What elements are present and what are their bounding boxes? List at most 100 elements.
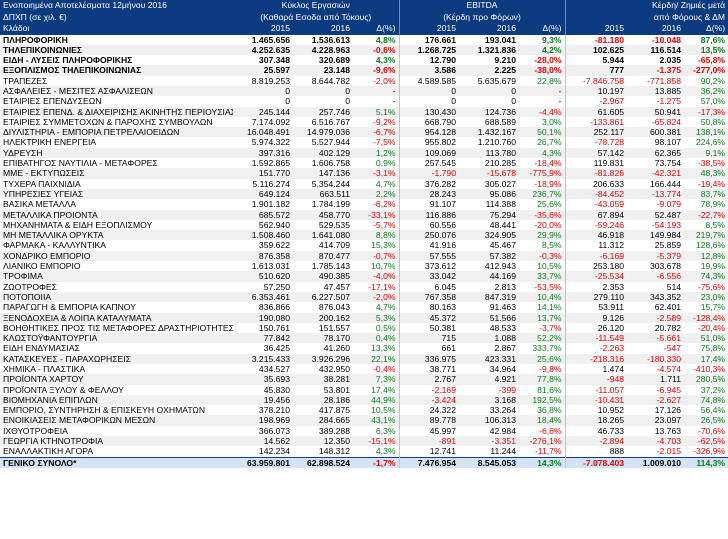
profit-delta-cell: 15,7% <box>700 302 726 313</box>
profit-2016-cell: 116.514 <box>627 44 685 56</box>
ebitda-2016-cell: 305.027 <box>484 178 516 189</box>
revenue-2016-cell: 151.557 <box>318 322 350 333</box>
revenue-2015-cell: 151.770 <box>233 168 293 179</box>
revenue-2016-header: 2016 <box>293 23 353 35</box>
ebitda-2016-cell: 2.867 <box>494 343 516 354</box>
ebitda-2015-cell: 91.107 <box>429 199 456 210</box>
profit-delta-cell: 138,1% <box>684 127 728 138</box>
table-row: ΖΩΟΤΡΟΦΕΣ 57.250 47.457 -17,1% 6.045 2.813 -53… <box>0 281 728 292</box>
revenue-2015-cell: 562.940 <box>258 219 290 230</box>
revenue-2016-cell: 870.477 <box>293 250 353 262</box>
revenue-2015-cell: 434.527 <box>258 364 290 374</box>
ebitda-2015-cell: 715 <box>399 333 459 344</box>
ebitda-2015-cell: 116.886 <box>399 209 459 220</box>
ebitda-2015-cell: 954.128 <box>399 127 459 138</box>
profit-2016-cell: -547 <box>663 343 682 354</box>
profit-delta-cell: 78,9% <box>700 199 726 210</box>
revenue-delta-cell: -33,1% <box>353 209 400 220</box>
ebitda-delta-cell: 52,2% <box>519 333 566 344</box>
profit-delta-cell: 12,8% <box>684 250 728 262</box>
ebitda-2015-cell: 2.767 <box>399 374 459 385</box>
revenue-delta-cell: -0,4% <box>353 364 400 375</box>
profit-2016-cell: 13.885 <box>627 85 685 97</box>
revenue-2016-cell: 53.801 <box>323 384 350 395</box>
group-revenue-title: Κύκλος Εργασιών <box>233 0 400 12</box>
profit-2016-cell: 20.782 <box>654 322 682 333</box>
profit-delta-cell: -128,4% <box>684 312 728 323</box>
sector-name: ΦΑΡΜΑΚΑ - ΚΑΛΛΥΝΤΙΚΑ <box>3 240 106 251</box>
table-row: ΤΗΛΕΠΙΚΟΙΝΩΝΙΕΣ 4.252.635 4.228.963 -0,6% 1.… <box>0 44 728 56</box>
profit-delta-header: Δ(%) <box>684 23 728 35</box>
ebitda-delta-cell: -4,4% <box>519 106 566 117</box>
sector-name: ΒΑΣΙΚΑ ΜΕΤΑΛΛΑ <box>3 199 76 210</box>
profit-delta-cell: 23,0% <box>684 291 728 303</box>
profit-delta-cell: -65,8% <box>697 55 726 66</box>
revenue-delta-cell: -1,7% <box>353 456 400 468</box>
profit-2015-cell: 119.831 <box>593 158 625 169</box>
sector-name: ΕΤΑΙΡΙΕΣ ΕΠΕΝΔΥΣΕΩΝ <box>3 96 102 107</box>
ebitda-2015-cell: 12.741 <box>429 446 456 457</box>
profit-2016-cell: 62.365 <box>627 147 685 159</box>
profit-delta-cell: 48,3% <box>684 168 728 179</box>
ebitda-delta-cell: -11,7% <box>519 446 566 458</box>
profit-delta-cell: 280,5% <box>684 374 728 385</box>
revenue-2016-cell: 8.644.782 <box>311 75 350 86</box>
profit-2016-cell: -6.945 <box>656 384 682 395</box>
revenue-2016-cell: 147.136 <box>293 168 353 179</box>
revenue-2016-cell: 257.746 <box>293 106 353 117</box>
table-row: ΕΙΔΗ - ΛΥΣΕΙΣ ΠΛΗΡΟΦΟΡΙΚΗΣ 307.348 320.689… <box>0 55 728 66</box>
table-row: ΓΕΩΡΓΙΑ ΚΤΗΝΟΤΡΟΦΙΑ 14.562 12.350 -15,1% -89… <box>0 436 728 447</box>
sector-name: ΕΝΑΛΛΑΚΤΙΚΗ ΑΓΟΡΑ <box>3 446 94 457</box>
sector-name: ΧΗΜΙΚΑ - ΠΛΑΣΤΙΚΑ <box>3 364 86 374</box>
ebitda-delta-cell: -28,0% <box>519 55 566 66</box>
profit-delta-cell: 114,3% <box>684 456 728 468</box>
table-row: ΔΙΥΛΙΣΤΗΡΙΑ - ΕΜΠΟΡΙΑ ΠΕΤΡΕΛΑΙΟΕΙΔΩΝ 16.0… <box>0 127 728 138</box>
revenue-delta-cell: 6,3% <box>353 425 400 437</box>
revenue-2016-cell: 432.950 <box>318 364 350 374</box>
profit-2015-cell: 5.944 <box>602 55 625 66</box>
revenue-2016-cell: 12.350 <box>293 436 353 447</box>
profit-2016-cell: 514 <box>666 281 682 292</box>
ebitda-2016-cell: 2.225 <box>459 65 519 76</box>
sector-name: ΓΕΝΙΚΟ ΣΥΝΟΛΟ* <box>0 456 233 468</box>
revenue-delta-cell: 43,1% <box>353 415 400 426</box>
profit-delta-cell: 90,2% <box>700 75 726 86</box>
sector-name: ΒΟΗΘΗΤΙΚΕΣ ΠΡΟΣ ΤΙΣ ΜΕΤΑΦΟΡΕΣ ΔΡΑΣΤΗΡΙΟΤ… <box>3 322 233 333</box>
revenue-2015-cell: 685.572 <box>233 209 293 220</box>
profit-2015-cell: 252.117 <box>565 127 628 138</box>
profit-2016-cell: 600.381 <box>627 127 685 138</box>
sector-name: ΥΠΗΡΕΣΙΕΣ ΥΓΕΙΑΣ <box>0 188 233 200</box>
ebitda-delta-cell: 236,7% <box>519 188 566 200</box>
profit-2015-cell: 67.894 <box>565 209 628 220</box>
revenue-delta-cell: -2,0% <box>353 75 400 86</box>
ebitda-delta-cell: 36,8% <box>519 405 566 416</box>
revenue-2015-cell: 3.215.433 <box>233 353 293 364</box>
table-row: ΤΡΟΦΙΜΑ 510.620 490.385 -4,0% 33.042 44.169 33… <box>0 271 728 282</box>
table-row: ΤΡΑΠΕΖΕΣ 8.819.253 8.644.782 -2,0% 4.589.585… <box>0 75 728 86</box>
profit-2015-cell: -948 <box>565 374 628 385</box>
ebitda-2016-cell: 324.905 <box>459 230 519 241</box>
ebitda-delta-cell: 29,9% <box>519 230 566 241</box>
table-row: ΕΤΑΙΡΙΕΣ ΣΥΜΜΕΤΟΧΩΝ & ΠΑΡΟΧΗΣ ΣΥΜΒΟΥΛΩΝ 7… <box>0 116 728 128</box>
profit-2015-cell: -59.246 <box>594 219 625 230</box>
table-row: ΕΜΠΟΡΙΟ, ΣΥΝΤΗΡΗΣΗ & ΕΠΙΣΚΕΥΗ ΟΧΗΜΑΤΩΝ 37… <box>0 405 728 416</box>
profit-2016-cell: 1.711 <box>627 374 685 385</box>
profit-2016-cell: 52.487 <box>627 209 685 220</box>
sector-name: ΠΟΤΟΠΟΙΙΑ <box>0 291 233 303</box>
revenue-delta-cell: 2,2% <box>353 188 400 200</box>
profit-2015-cell: -25.534 <box>565 271 628 282</box>
revenue-2016-cell: 6.227.507 <box>293 291 353 303</box>
ebitda-delta-cell: -20,0% <box>519 219 566 231</box>
ebitda-2015-cell: 7.476.954 <box>399 456 459 468</box>
revenue-2015-cell: 5.116.274 <box>252 178 290 189</box>
profit-2015-cell: 57.142 <box>565 147 628 159</box>
profit-delta-cell: -277,0% <box>684 65 728 76</box>
ebitda-2016-cell: 2.813 <box>494 281 516 292</box>
revenue-delta-cell: 0,4% <box>353 333 400 344</box>
sector-name: ΚΑΤΑΣΚΕΥΕΣ - ΠΑΡΑΧΩΡΗΣΕΙΣ <box>0 353 233 364</box>
revenue-2016-cell: 1.785.143 <box>311 261 350 272</box>
ebitda-delta-cell: 50,1% <box>519 127 566 138</box>
ebitda-delta-cell: -775,9% <box>519 168 566 179</box>
table-row: ΜΕΤΑΛΛΙΚΑ ΠΡΟΙΟΝΤΑ 685.572 458.770 -33,1% 11… <box>0 209 728 220</box>
table-row: ΦΑΡΜΑΚΑ - ΚΑΛΛΥΝΤΙΚΑ 359.622 414.709 15,3% 4… <box>0 240 728 251</box>
